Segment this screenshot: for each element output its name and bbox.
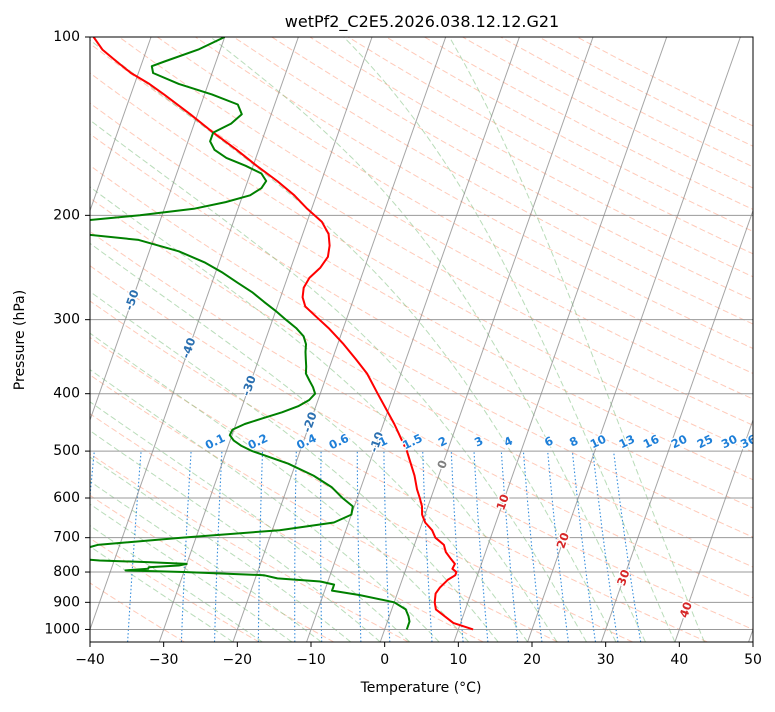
x-tick-label: −40 (75, 652, 105, 668)
x-tick-label: 30 (597, 652, 615, 668)
x-tick-label: 50 (744, 652, 762, 668)
y-tick-label: 300 (53, 312, 80, 328)
x-axis-label: Temperature (°C) (360, 680, 482, 696)
y-axis-label: Pressure (hPa) (12, 290, 28, 390)
x-tick-label: −10 (296, 652, 326, 668)
y-tick-label: 700 (53, 530, 80, 546)
x-tick-label: 0 (380, 652, 389, 668)
x-tick-label: 10 (449, 652, 467, 668)
y-tick-label: 200 (53, 207, 80, 223)
x-tick-label: −20 (223, 652, 253, 668)
y-tick-label: 900 (53, 594, 80, 610)
y-tick-label: 800 (53, 564, 80, 580)
x-tick-label: 40 (670, 652, 688, 668)
x-tick-label: 20 (523, 652, 541, 668)
chart-title: wetPf2_C2E5.2026.038.12.12.G21 (285, 12, 559, 32)
x-tick-label: −30 (149, 652, 179, 668)
y-tick-label: 1000 (44, 621, 80, 637)
y-tick-label: 100 (53, 29, 80, 45)
y-tick-label: 400 (53, 386, 80, 402)
y-tick-label: 600 (53, 490, 80, 506)
y-tick-label: 500 (53, 443, 80, 459)
